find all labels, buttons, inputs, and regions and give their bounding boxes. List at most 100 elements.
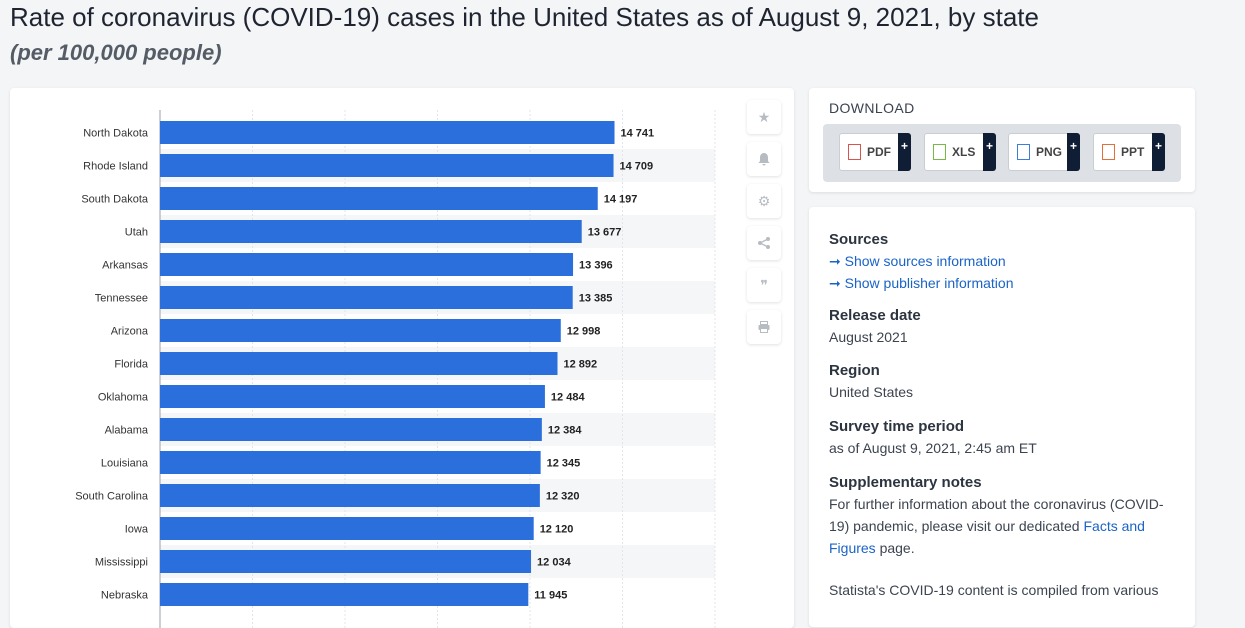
sources-block: Sources ➞ Show sources information ➞ Sho… [829,231,1169,294]
bell-icon[interactable] [747,142,781,176]
plus-icon[interactable]: + [1067,133,1080,171]
value-label: 12 034 [537,557,572,569]
value-label: 12 345 [547,458,581,470]
category-label: Arkansas [102,260,148,272]
bar[interactable] [160,253,574,276]
category-label: Alabama [105,425,149,437]
download-ppt-button[interactable]: PPT + [1093,133,1165,171]
sources-heading: Sources [829,231,889,248]
survey-heading: Survey time period [829,418,965,435]
download-bar: PDF + XLS + PNG + PPT + [823,124,1181,182]
region-block: Region United States [829,362,1169,403]
bar[interactable] [160,583,529,606]
page-subtitle: (per 100,000 people) [10,40,222,65]
value-label: 12 998 [567,326,601,338]
category-label: Arizona [111,326,149,338]
category-label: South Dakota [81,194,149,206]
value-label: 14 197 [604,194,638,206]
value-label: 14 741 [621,128,655,140]
pdf-file-icon [848,144,861,160]
category-label: North Dakota [83,128,149,140]
bar[interactable] [160,550,532,573]
quote-icon[interactable]: ❞ [747,268,781,302]
bar[interactable] [160,319,561,342]
bar[interactable] [160,517,534,540]
info-card: Sources ➞ Show sources information ➞ Sho… [809,207,1195,627]
release-heading: Release date [829,307,921,324]
category-label: Utah [125,227,148,239]
category-label: Louisiana [101,458,149,470]
supplementary-text: For further information about the corona… [829,493,1169,559]
value-label: 14 709 [620,161,654,173]
xls-file-icon [933,144,946,160]
bar[interactable] [160,418,542,441]
bar[interactable] [160,484,540,507]
ppt-file-icon [1102,144,1115,160]
region-value: United States [829,384,914,400]
category-label: Florida [114,359,149,371]
gear-icon[interactable]: ⚙ [747,184,781,218]
download-title: DOWNLOAD [829,100,915,116]
show-sources-link[interactable]: ➞ Show sources information [829,250,1169,272]
bar[interactable] [160,385,545,408]
bar[interactable] [160,187,598,210]
share-icon[interactable] [747,226,781,260]
bar[interactable] [160,220,582,243]
arrow-right-icon: ➞ [829,275,841,291]
show-publisher-label: Show publisher information [844,275,1014,291]
download-png-label: PNG [1036,145,1063,159]
release-block: Release date August 2021 [829,307,1169,348]
supplementary-heading: Supplementary notes [829,474,982,491]
survey-value: as of August 9, 2021, 2:45 am ET [829,440,1037,456]
facts-and-figures-link[interactable]: Facts and Figures [829,518,1145,556]
category-label: Tennessee [95,293,148,305]
show-publisher-link[interactable]: ➞ Show publisher information [829,272,1169,294]
download-png-button[interactable]: PNG + [1008,133,1080,171]
value-label: 13 385 [579,293,613,305]
download-pdf-button[interactable]: PDF + [839,133,911,171]
arrow-right-icon: ➞ [829,253,841,269]
release-value: August 2021 [829,329,908,345]
category-label: Iowa [125,524,149,536]
category-label: Mississippi [95,557,148,569]
value-label: 12 892 [564,359,598,371]
category-label: Rhode Island [83,161,148,173]
supplementary-text-1: For further information about the corona… [829,496,1164,534]
value-label: 12 120 [540,524,574,536]
plus-icon[interactable]: + [898,133,911,171]
value-label: 13 677 [588,227,622,239]
plus-icon[interactable]: + [983,133,996,171]
bar[interactable] [160,286,573,309]
star-icon[interactable]: ★ [747,100,781,134]
supplementary-text-2: page. [875,540,915,556]
download-ppt-label: PPT [1121,145,1145,159]
chart-card: North Dakota 14 741 Rhode Island 14 709 Sout… [10,88,794,628]
print-icon[interactable] [747,310,781,344]
png-file-icon [1017,144,1030,160]
value-label: 13 396 [579,260,613,272]
bar[interactable] [160,121,615,144]
plus-icon[interactable]: + [1152,133,1165,171]
chart-toolbar: ★ ⚙ ❞ [747,100,783,352]
supplementary-text-3: Statista's COVID-19 content is compiled … [829,582,1159,598]
download-xls-label: XLS [952,145,976,159]
show-sources-label: Show sources information [844,253,1006,269]
category-label: South Carolina [75,491,149,503]
value-label: 12 484 [551,392,586,404]
bar-chart: North Dakota 14 741 Rhode Island 14 709 Sout… [75,110,716,628]
value-label: 12 320 [546,491,580,503]
category-label: Nebraska [101,590,149,602]
download-pdf-label: PDF [867,145,891,159]
value-label: 12 384 [548,425,583,437]
download-xls-button[interactable]: XLS + [924,133,996,171]
supplementary-block: Supplementary notes For further informat… [829,474,1169,601]
bar[interactable] [160,154,614,177]
region-heading: Region [829,362,880,379]
download-card: DOWNLOAD PDF + XLS + PNG + PPT + [809,88,1195,192]
category-label: Oklahoma [98,392,149,404]
bar[interactable] [160,352,558,375]
survey-block: Survey time period as of August 9, 2021,… [829,418,1169,459]
value-label: 11 945 [534,590,567,602]
bar[interactable] [160,451,541,474]
page-title: Rate of coronavirus (COVID-19) cases in … [10,2,1039,32]
